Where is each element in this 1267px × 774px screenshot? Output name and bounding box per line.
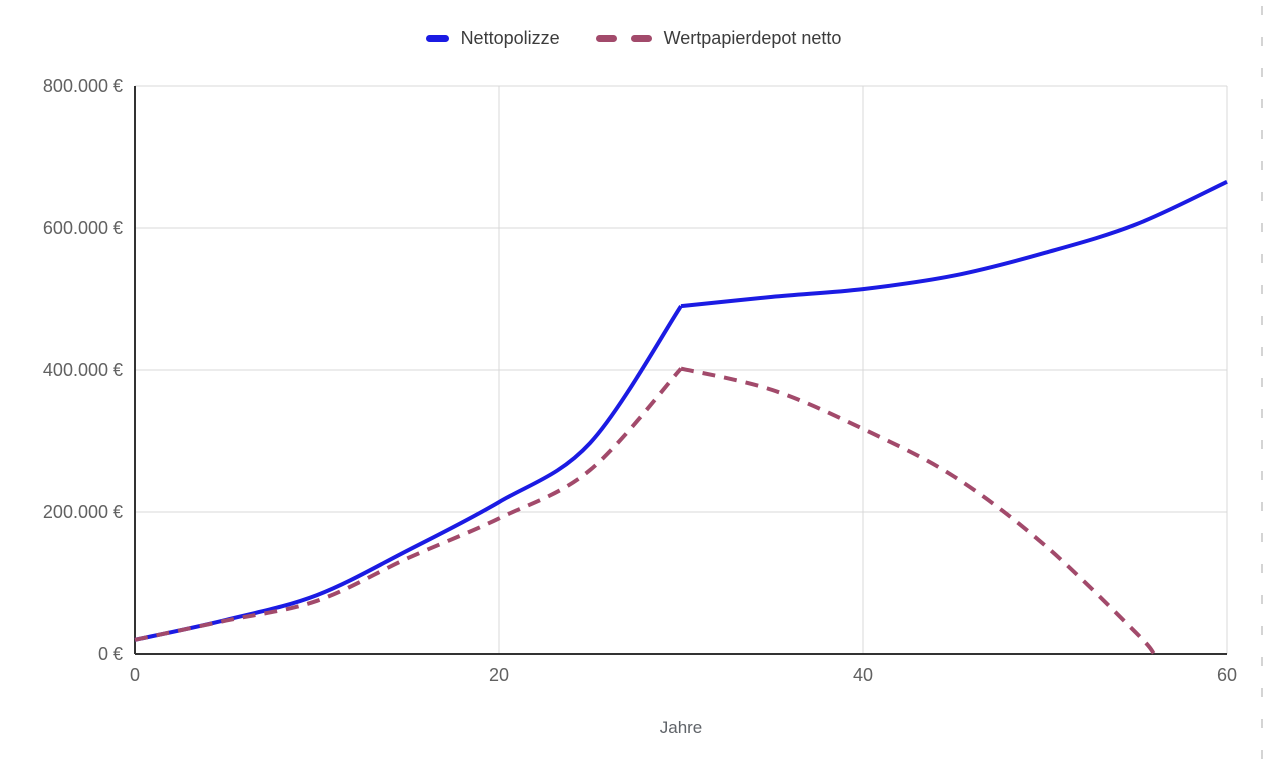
y-tick-label: 800.000 € [43,76,123,96]
x-tick-labels: 0 20 40 60 [130,665,1237,685]
legend-item-wertpapierdepot[interactable]: Wertpapierdepot netto [595,27,842,49]
x-axis-title: Jahre [660,718,703,737]
x-tick-label: 0 [130,665,140,685]
x-tick-label: 40 [853,665,873,685]
y-tick-label: 600.000 € [43,218,123,238]
wertpapierdepot-line-swatch-icon [595,34,652,42]
x-tick-label: 20 [489,665,509,685]
legend-label-wertpapierdepot: Wertpapierdepot netto [663,27,842,48]
gridlines [135,85,1228,654]
axes [134,86,1227,655]
legend: Nettopolizze Wertpapierdepot netto [0,24,1267,52]
y-tick-label: 200.000 € [43,502,123,522]
x-tick-label: 60 [1217,665,1237,685]
legend-item-nettopolizze[interactable]: Nettopolizze [425,27,560,49]
page-edge-dots-decoration [1261,6,1263,768]
dash-segment-icon [630,34,652,42]
y-tick-labels: 0 € 200.000 € 400.000 € 600.000 € 800.000 € [43,76,123,664]
y-tick-label: 0 € [98,644,123,664]
y-tick-label: 400.000 € [43,360,123,380]
nettopolizze-line-swatch-icon [425,34,449,42]
series-line-wertpapierdepot [134,366,1156,656]
series-line-nettopolizze [134,179,1228,642]
series-lines [134,179,1228,656]
dash-segment-icon [595,34,617,42]
legend-label-nettopolizze: Nettopolizze [460,27,560,48]
